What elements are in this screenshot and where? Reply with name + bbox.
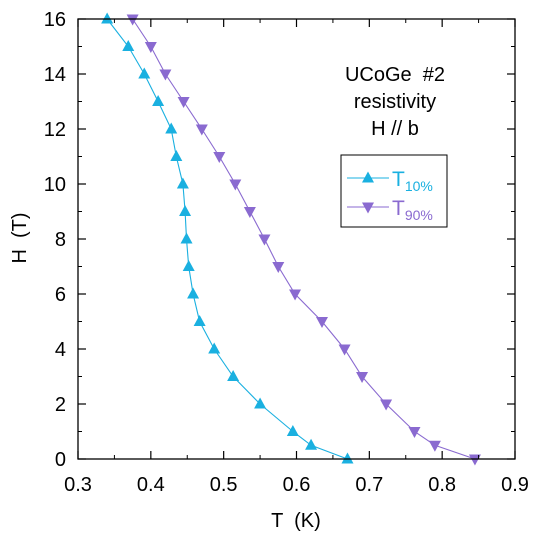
- annotation-line-3: H // b: [371, 118, 419, 140]
- annotation-line-2: resistivity: [354, 91, 436, 113]
- series-line: [132, 18, 476, 460]
- x-axis-label: T (K): [271, 510, 321, 532]
- data-point: [286, 425, 299, 436]
- data-point: [179, 205, 192, 216]
- series-t90pct: [126, 14, 481, 466]
- data-point: [159, 69, 172, 81]
- annotation-line-1: UCoGe #2: [345, 64, 445, 86]
- y-tick-label: 2: [55, 394, 66, 416]
- legend-entry: T90%: [347, 197, 433, 223]
- y-tick-label: 16: [44, 9, 66, 31]
- x-tick-label: 0.6: [283, 474, 311, 496]
- legend-marker: [362, 171, 374, 183]
- series-t10pct: [101, 12, 354, 464]
- x-tick-label: 0.4: [137, 474, 165, 496]
- data-point: [428, 440, 441, 452]
- data-point: [170, 150, 183, 161]
- data-point: [208, 342, 221, 354]
- data-point: [468, 454, 481, 466]
- data-point: [122, 40, 135, 51]
- series-line: [106, 18, 348, 460]
- y-tick-label: 6: [55, 284, 66, 306]
- data-point: [356, 372, 369, 383]
- chart-annotation: UCoGe #2 resistivity H // b: [345, 64, 445, 140]
- x-tick-label: 0.8: [428, 474, 456, 496]
- data-point: [289, 289, 302, 301]
- data-point: [187, 287, 200, 299]
- data-point: [177, 97, 190, 108]
- data-point: [254, 397, 267, 409]
- legend: T10%T90%: [340, 154, 448, 228]
- data-point: [195, 124, 208, 136]
- y-tick-label: 14: [44, 64, 66, 86]
- data-point: [243, 207, 256, 218]
- data-point: [227, 370, 240, 381]
- data-point: [229, 179, 242, 191]
- data-point: [272, 262, 285, 273]
- data-point: [165, 122, 178, 134]
- plot-frame: [77, 18, 516, 460]
- legend-entry: T10%: [347, 168, 433, 194]
- data-point: [180, 232, 193, 244]
- plot-area: [101, 12, 481, 466]
- data-point: [126, 14, 139, 26]
- x-axis: 0.3 0.4 0.5 0.6 0.7 0.8 0.9: [64, 19, 529, 496]
- y-tick-label: 0: [55, 449, 66, 471]
- data-point: [338, 344, 351, 356]
- legend-label: T10%: [392, 168, 433, 194]
- y-tick-label: 8: [55, 229, 66, 251]
- legend-label-main: T: [392, 168, 405, 191]
- x-tick-label: 0.5: [210, 474, 238, 496]
- legend-box: [340, 154, 448, 228]
- legend-label-main: T: [392, 197, 405, 220]
- data-point: [258, 234, 271, 246]
- y-axis: 0 2 4 6 8 10 12 14 16: [44, 9, 515, 471]
- legend-label: T90%: [392, 197, 433, 223]
- y-tick-label: 10: [44, 174, 66, 196]
- x-tick-label: 0.9: [501, 474, 529, 496]
- data-point: [101, 12, 114, 24]
- legend-label-subscript: 10%: [405, 178, 433, 194]
- data-point: [305, 438, 318, 450]
- data-point: [213, 152, 226, 163]
- data-point: [341, 452, 354, 464]
- data-point: [182, 260, 195, 271]
- data-point: [152, 95, 165, 106]
- data-point: [408, 427, 421, 438]
- data-point: [193, 315, 206, 326]
- x-tick-label: 0.3: [64, 474, 92, 496]
- y-tick-label: 4: [55, 339, 66, 361]
- data-point: [144, 42, 157, 53]
- data-point: [380, 399, 393, 411]
- y-tick-label: 12: [44, 119, 66, 141]
- legend-label-subscript: 90%: [405, 207, 433, 223]
- data-point: [138, 67, 151, 79]
- data-point: [315, 317, 328, 328]
- data-point: [176, 177, 189, 189]
- legend-marker: [362, 202, 374, 214]
- y-axis-label: H (T): [9, 212, 31, 263]
- x-tick-label: 0.7: [355, 474, 383, 496]
